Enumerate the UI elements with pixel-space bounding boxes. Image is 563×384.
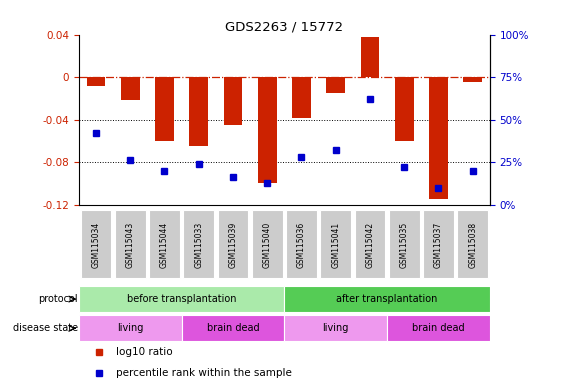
Bar — [463, 77, 482, 83]
Bar — [224, 77, 242, 125]
FancyBboxPatch shape — [284, 286, 490, 312]
Bar — [360, 37, 379, 77]
Text: GSM115040: GSM115040 — [263, 222, 272, 268]
FancyBboxPatch shape — [115, 210, 146, 278]
Bar — [258, 77, 276, 184]
Text: GSM115043: GSM115043 — [126, 222, 135, 268]
Text: GSM115039: GSM115039 — [229, 222, 238, 268]
Title: GDS2263 / 15772: GDS2263 / 15772 — [225, 20, 343, 33]
Text: GSM115034: GSM115034 — [91, 222, 100, 268]
Text: log10 ratio: log10 ratio — [116, 347, 172, 357]
FancyBboxPatch shape — [81, 210, 111, 278]
FancyBboxPatch shape — [79, 315, 181, 341]
FancyBboxPatch shape — [217, 210, 248, 278]
Bar — [87, 77, 105, 86]
FancyBboxPatch shape — [79, 286, 284, 312]
Bar — [189, 77, 208, 146]
FancyBboxPatch shape — [149, 210, 180, 278]
FancyBboxPatch shape — [387, 315, 490, 341]
FancyBboxPatch shape — [181, 315, 284, 341]
Text: GSM115038: GSM115038 — [468, 222, 477, 268]
FancyBboxPatch shape — [252, 210, 283, 278]
FancyBboxPatch shape — [284, 315, 387, 341]
Bar — [429, 77, 448, 199]
FancyBboxPatch shape — [355, 210, 385, 278]
Text: disease state: disease state — [13, 323, 78, 333]
Text: GSM115042: GSM115042 — [365, 222, 374, 268]
Text: GSM115036: GSM115036 — [297, 222, 306, 268]
Text: brain dead: brain dead — [412, 323, 464, 333]
Bar — [155, 77, 174, 141]
Bar — [327, 77, 345, 93]
Bar — [395, 77, 414, 141]
Text: GSM115041: GSM115041 — [331, 222, 340, 268]
Text: GSM115035: GSM115035 — [400, 222, 409, 268]
FancyBboxPatch shape — [184, 210, 214, 278]
Text: living: living — [117, 323, 144, 333]
Text: after transplantation: after transplantation — [336, 294, 438, 304]
FancyBboxPatch shape — [423, 210, 454, 278]
Text: percentile rank within the sample: percentile rank within the sample — [116, 368, 292, 378]
Text: GSM115033: GSM115033 — [194, 222, 203, 268]
Text: living: living — [323, 323, 349, 333]
Text: before transplantation: before transplantation — [127, 294, 236, 304]
Text: GSM115037: GSM115037 — [434, 222, 443, 268]
Bar — [292, 77, 311, 118]
Text: protocol: protocol — [38, 294, 78, 304]
FancyBboxPatch shape — [286, 210, 317, 278]
FancyBboxPatch shape — [320, 210, 351, 278]
Text: brain dead: brain dead — [207, 323, 259, 333]
FancyBboxPatch shape — [389, 210, 419, 278]
Text: GSM115044: GSM115044 — [160, 222, 169, 268]
FancyBboxPatch shape — [457, 210, 488, 278]
Bar — [121, 77, 140, 101]
